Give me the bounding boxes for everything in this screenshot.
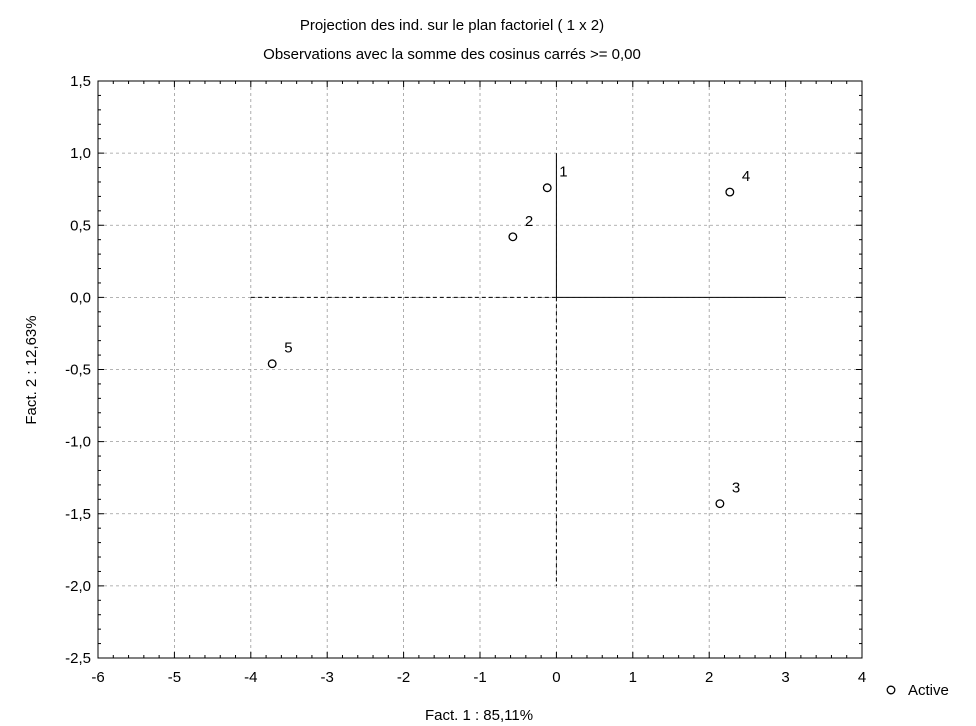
legend-label: Active	[908, 682, 949, 699]
y-tick-label: 0,0	[70, 289, 91, 306]
y-axis-label: Fact. 2 : 12,63%	[23, 315, 40, 424]
x-tick-label: -6	[91, 669, 104, 686]
data-point-1	[542, 183, 552, 193]
data-point-label-3: 3	[732, 480, 740, 497]
x-tick-label: -1	[473, 669, 486, 686]
x-axis-tick-labels: -6 -5 -4 -3 -2 -1 0 1 2 3 4	[91, 669, 866, 686]
data-point-label-2: 2	[525, 213, 533, 230]
legend-marker	[886, 685, 896, 695]
axis-ticks	[97, 80, 863, 659]
y-tick-label: 1,0	[70, 145, 91, 162]
chart-subtitle: Observations avec la somme des cosinus c…	[263, 46, 641, 63]
x-tick-label: -3	[321, 669, 334, 686]
data-point-2	[508, 232, 518, 242]
x-tick-label: -2	[397, 669, 410, 686]
x-tick-label: 1	[629, 669, 637, 686]
x-tick-label: -4	[244, 669, 257, 686]
chart-title: Projection des ind. sur le plan factorie…	[300, 17, 604, 34]
x-tick-label: 4	[858, 669, 866, 686]
y-tick-label: -1,0	[65, 434, 91, 451]
origin-axes	[250, 153, 786, 586]
data-points: 1 2 3 4 5	[267, 164, 750, 509]
y-tick-label: -2,0	[65, 578, 91, 595]
data-point-label-5: 5	[284, 340, 292, 357]
y-tick-label: -2,5	[65, 650, 91, 667]
data-point-4	[725, 187, 735, 197]
y-tick-label: -1,5	[65, 506, 91, 523]
data-point-label-4: 4	[742, 168, 750, 185]
legend: Active	[886, 682, 949, 699]
y-axis-tick-labels: 1,5 1,0 0,5 0,0 -0,5 -1,0 -1,5 -2,0 -2,5	[65, 73, 91, 667]
data-point-5	[267, 359, 277, 369]
data-point-label-1: 1	[559, 164, 567, 181]
x-tick-label: -5	[168, 669, 181, 686]
y-tick-label: -0,5	[65, 362, 91, 379]
y-tick-label: 1,5	[70, 73, 91, 90]
x-tick-label: 3	[781, 669, 789, 686]
x-tick-label: 0	[552, 669, 560, 686]
y-tick-label: 0,5	[70, 217, 91, 234]
data-point-3	[715, 499, 725, 509]
x-tick-label: 2	[705, 669, 713, 686]
x-axis-label: Fact. 1 : 85,11%	[425, 707, 533, 724]
